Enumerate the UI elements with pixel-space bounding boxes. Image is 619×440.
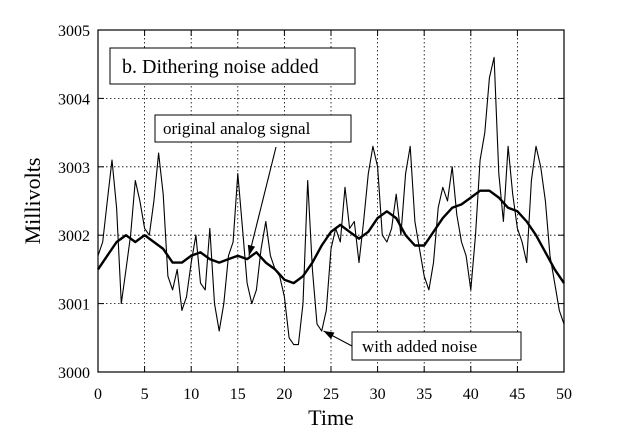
y-tick-label: 3004 (58, 91, 90, 108)
annotation-noise-arrow (323, 330, 353, 347)
arrow-shaft (248, 146, 277, 256)
axis-ticks (97, 29, 565, 373)
x-tick-label: 50 (556, 386, 572, 403)
y-axis-label: Millivolts (20, 158, 45, 245)
y-tick-label: 3002 (58, 228, 90, 245)
y-tick-label: 3001 (58, 297, 90, 314)
x-tick-label: 5 (141, 386, 149, 403)
tick-labels: 0 5 10 15 20 25 30 35 40 45 50 3000 3001 3002 3003 3004… (58, 23, 572, 403)
x-axis-label: Time (308, 405, 354, 430)
series-original-analog-line (97, 189, 565, 285)
panel-label-box (109, 47, 356, 85)
annotation-original-box (154, 114, 352, 143)
x-tick-label: 30 (370, 386, 386, 403)
grid-lines (98, 30, 564, 372)
x-tick-label: 0 (94, 386, 102, 403)
panel-label: b. Dithering noise added (122, 56, 319, 78)
x-tick-label: 35 (416, 386, 432, 403)
x-tick-label: 10 (183, 386, 199, 403)
annotation-noise-text: with added noise (362, 337, 477, 356)
annotation-original-arrow (247, 146, 277, 256)
y-tick-label: 3005 (58, 23, 90, 40)
x-tick-label: 25 (323, 386, 339, 403)
x-tick-label: 20 (276, 386, 292, 403)
series-layer (97, 56, 565, 346)
series-added-noise-line (97, 56, 565, 346)
y-tick-label: 3003 (58, 160, 90, 177)
arrow-head (247, 244, 256, 256)
x-tick-label: 15 (230, 386, 246, 403)
y-tick-label: 3000 (58, 365, 90, 382)
x-tick-label: 40 (463, 386, 479, 403)
annotation-original-text: original analog signal (163, 119, 311, 138)
arrow-head (323, 330, 335, 340)
x-tick-label: 45 (509, 386, 525, 403)
